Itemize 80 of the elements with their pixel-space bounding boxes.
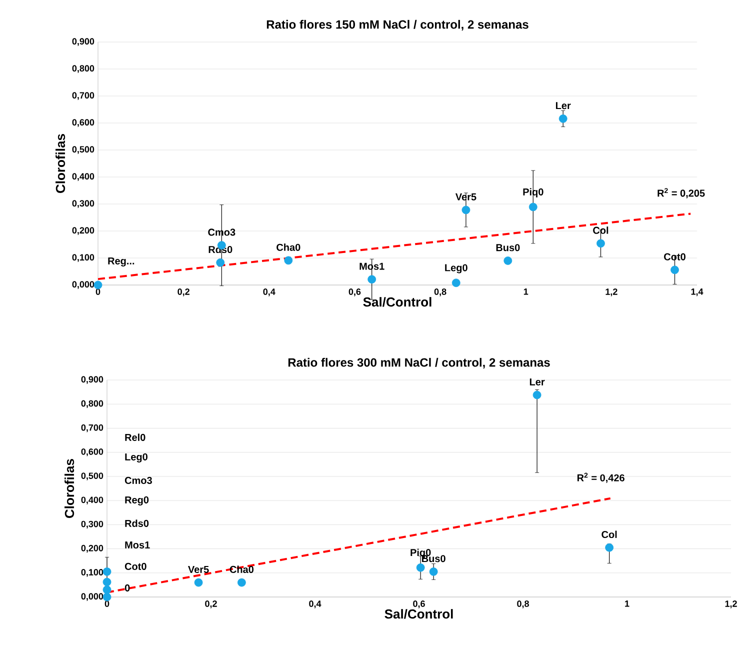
annotation: Cmo3 [124, 476, 152, 484]
y-tick-label: 0,000 [72, 281, 94, 289]
point [528, 202, 538, 212]
x-tick-label: 0,8 [517, 600, 529, 608]
annotation: Cot0 [124, 562, 146, 570]
annotation: Col [602, 530, 617, 538]
annotation: Cha0 [276, 244, 300, 251]
annotation: Leg0 [125, 453, 148, 462]
y-axis-title: Clorofilas [64, 459, 74, 518]
y-tick-label: 0,900 [81, 376, 104, 384]
point [429, 567, 438, 576]
annotation: Ler [530, 378, 545, 386]
annotation: Mos1 [125, 541, 150, 548]
y-tick-label: 0,800 [72, 65, 94, 73]
x-tick-label: 1 [524, 288, 528, 295]
x-tick-label: 1,2 [606, 288, 618, 296]
point [452, 278, 460, 288]
point [237, 578, 246, 587]
chart-title: Ratio flores 150 mM NaCl / control, 2 semanas [266, 20, 528, 30]
x-tick-label: 0,8 [434, 288, 446, 296]
y-tick-label: 0,400 [72, 173, 94, 181]
annotation: Cot0 [664, 253, 686, 260]
y-tick-label: 0,100 [81, 569, 104, 577]
y-tick-label: 0,400 [81, 496, 104, 504]
x-tick-label: 0,4 [263, 288, 276, 296]
y-tick-label: 0,600 [81, 448, 104, 456]
y-tick-label: 0,200 [72, 227, 94, 235]
x-tick-label: 0,4 [309, 600, 322, 608]
point [605, 543, 614, 552]
annotation: 0 [124, 584, 130, 592]
y-tick-label: 0,500 [81, 472, 104, 480]
y-tick-label: 0,600 [72, 119, 94, 127]
y-axis-title: Clorofilas [56, 134, 66, 193]
annotation: Ver5 [188, 566, 209, 573]
point [284, 256, 293, 265]
point [102, 567, 112, 576]
y-tick-label: 0,100 [72, 254, 94, 262]
annotation: Col [593, 226, 608, 234]
x-tick-label: 0,6 [413, 600, 425, 608]
point [558, 114, 568, 123]
annotation: Cha0 [230, 566, 254, 573]
annotation: Leg0 [445, 264, 468, 274]
y-tick-label: 0,000 [81, 593, 104, 601]
annotation: R$^{2}$ = 0,426 [577, 472, 624, 483]
x-tick-label: 0,6 [348, 288, 361, 296]
annotation: Rel0 [125, 434, 146, 441]
y-tick-label: 0,300 [81, 520, 104, 529]
point [194, 578, 203, 587]
point [462, 206, 470, 214]
annotation: Rds0 [125, 520, 149, 527]
chart-title: Ratio flores 300 mM NaCl / control, 2 semanas [288, 358, 550, 368]
point [416, 563, 425, 572]
annotation: Bus0 [496, 244, 520, 252]
annotation: Ler [556, 102, 571, 110]
x-tick-label: 0 [104, 600, 110, 607]
point [102, 578, 112, 586]
point [504, 256, 512, 265]
point [216, 258, 225, 267]
y-tick-label: 0,500 [72, 146, 94, 154]
y-tick-label: 0,200 [81, 544, 104, 553]
x-tick-label: 1,2 [725, 600, 737, 608]
point [670, 266, 679, 274]
x-tick-label: 0 [96, 288, 100, 295]
y-tick-label: 0,700 [81, 424, 104, 432]
y-tick-label: 0,900 [72, 38, 94, 46]
x-axis-title: Sal/Control [363, 297, 432, 307]
x-tick-label: 0,2 [178, 288, 190, 296]
point [102, 586, 112, 594]
y-tick-label: 0,300 [72, 200, 94, 208]
annotation: R$^{2}$ = 0,205 [658, 188, 705, 198]
annotation: Reg... [108, 257, 134, 266]
annotation: Reg0 [125, 496, 149, 506]
y-tick-label: 0,800 [81, 400, 104, 408]
x-tick-label: 1 [625, 600, 630, 607]
y-tick-label: 0,700 [72, 92, 94, 100]
x-tick-label: 0,2 [205, 600, 217, 608]
point [596, 239, 605, 248]
point [368, 275, 376, 284]
x-tick-label: 1,4 [691, 288, 704, 296]
x-axis-title: Sal/Control [384, 609, 453, 619]
